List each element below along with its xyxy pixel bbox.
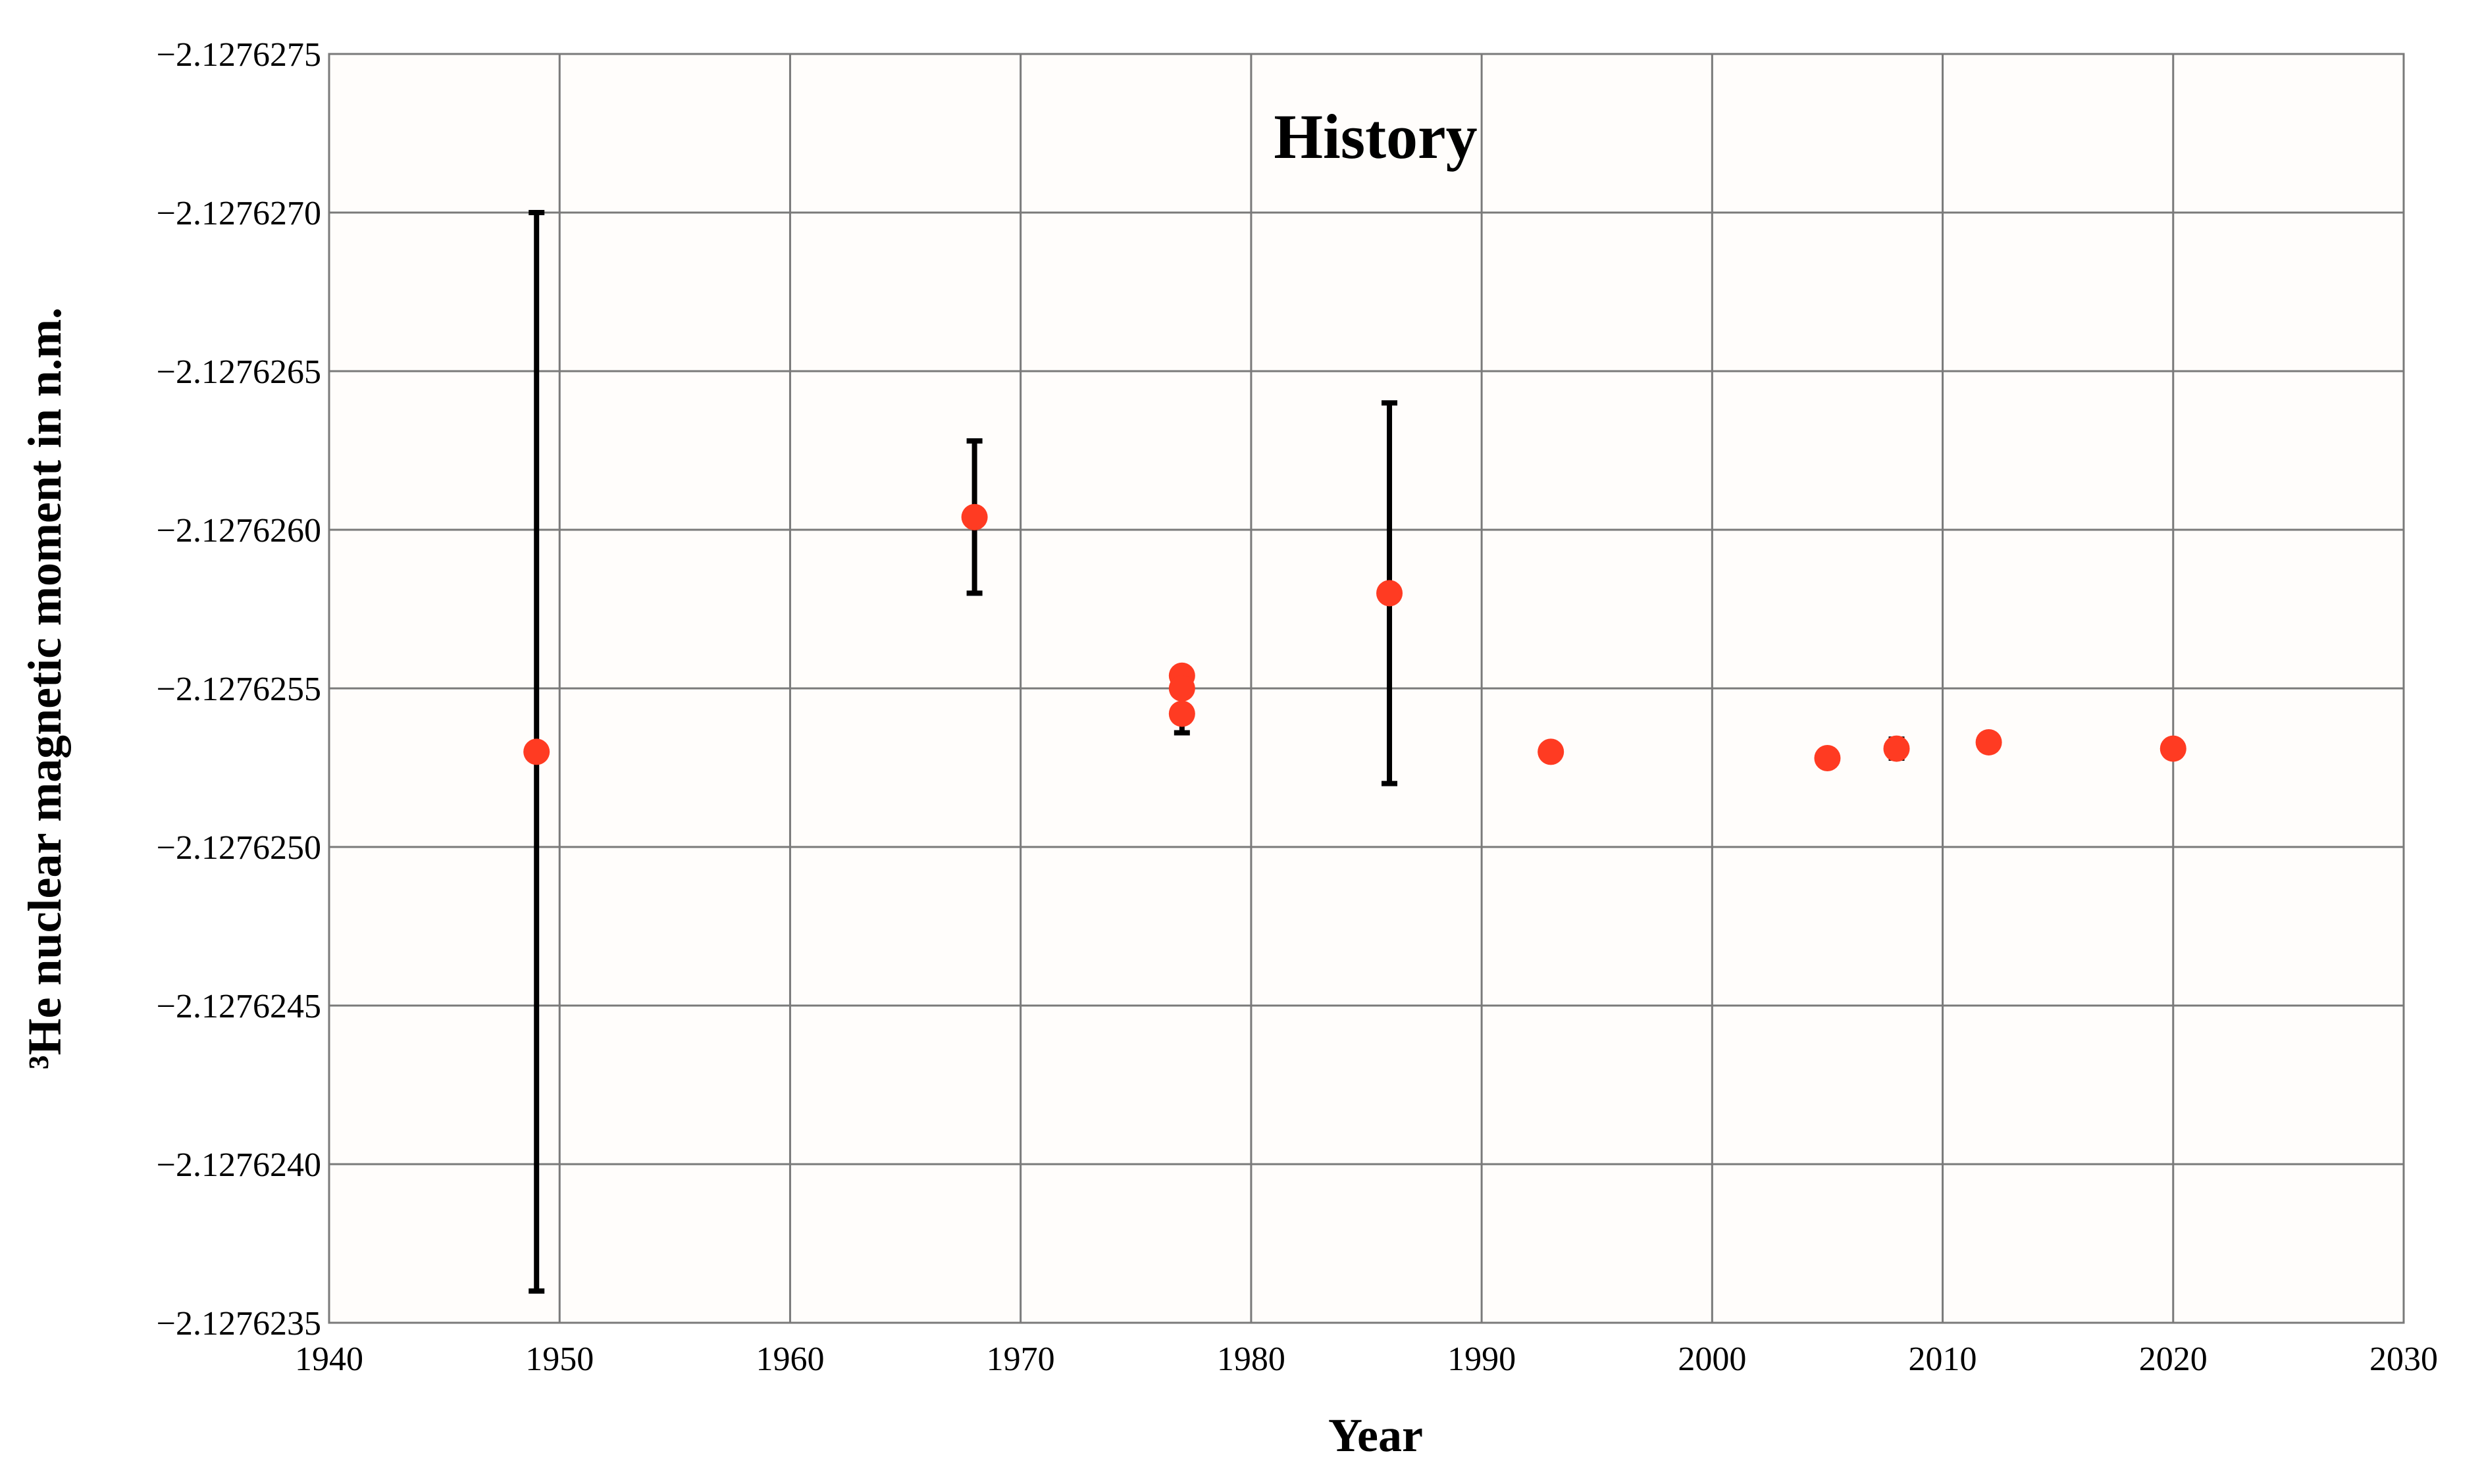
data-point xyxy=(1376,580,1403,607)
data-point xyxy=(1883,735,1910,762)
x-tick-label: 1960 xyxy=(756,1341,824,1378)
data-point xyxy=(1168,675,1195,702)
data-point xyxy=(523,738,550,765)
y-tick-label: −2.1276250 xyxy=(157,829,321,867)
x-tick-labels: 1940 1950 1960 1970 1980 1990 2000 2010 2020 2030 xyxy=(295,1341,2438,1378)
y-tick-label: −2.1276260 xyxy=(157,512,321,550)
x-tick-label: 1970 xyxy=(987,1341,1055,1378)
y-axis-title: ³He nuclear magnetic moment in n.m. xyxy=(18,307,71,1069)
data-point xyxy=(961,503,988,530)
y-tick-label: −2.1276265 xyxy=(157,353,321,391)
data-point xyxy=(1168,700,1195,727)
y-tick-label: −2.1276240 xyxy=(157,1146,321,1184)
x-tick-label: 1950 xyxy=(525,1341,594,1378)
x-tick-label: 2020 xyxy=(2139,1341,2208,1378)
chart-title: History xyxy=(1274,101,1477,172)
x-tick-label: 1990 xyxy=(1447,1341,1516,1378)
y-tick-label: −2.1276275 xyxy=(157,36,321,74)
x-tick-label: 2000 xyxy=(1678,1341,1746,1378)
x-axis-title: Year xyxy=(1328,1409,1423,1462)
x-tick-label: 2030 xyxy=(2369,1341,2438,1378)
x-tick-label: 1980 xyxy=(1217,1341,1285,1378)
x-tick-label: 1940 xyxy=(295,1341,363,1378)
data-point xyxy=(1814,745,1841,772)
data-point xyxy=(1538,738,1564,765)
y-tick-label: −2.1276255 xyxy=(157,671,321,708)
x-tick-label: 2010 xyxy=(1909,1341,1977,1378)
grid xyxy=(329,54,2404,1323)
data-point xyxy=(2159,735,2186,762)
y-tick-label: −2.1276245 xyxy=(157,988,321,1025)
data-points xyxy=(523,503,2186,772)
y-tick-label: −2.1276235 xyxy=(157,1305,321,1343)
y-tick-label: −2.1276270 xyxy=(157,195,321,232)
data-point xyxy=(1975,729,2002,755)
y-tick-labels: −2.1276275 −2.1276270 −2.1276265 −2.1276260… xyxy=(157,36,321,1343)
